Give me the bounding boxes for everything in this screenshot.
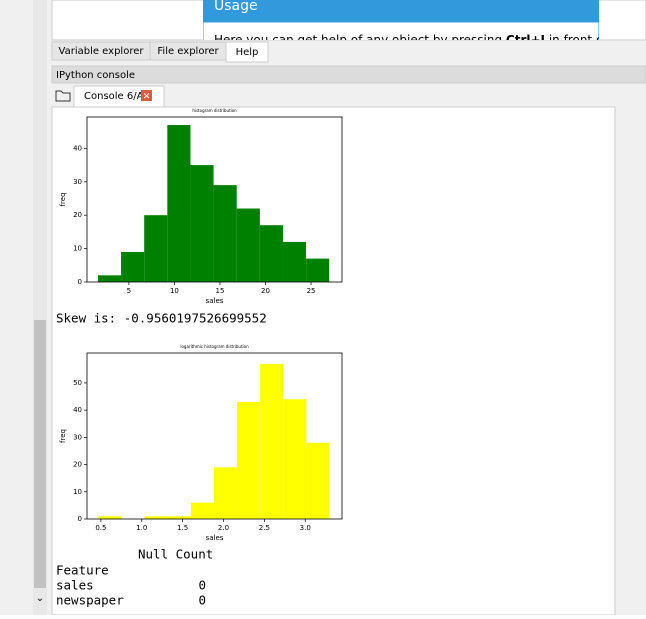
console-titlebar	[51, 65, 646, 84]
tab-label[interactable]: Help	[236, 47, 259, 58]
console-tabbar	[52, 85, 646, 107]
console-area	[51, 106, 616, 616]
bar	[282, 241, 307, 282]
table-cell: 0	[198, 593, 206, 608]
help-text: Here you can get help of any object by p…	[214, 33, 608, 47]
y-tick-label: 30	[73, 178, 82, 186]
bar	[236, 208, 260, 282]
x-tick-label: 2.0	[218, 524, 229, 532]
bar	[259, 225, 283, 282]
y-tick-label: 10	[73, 245, 82, 253]
y-axis-label: freq	[59, 429, 67, 443]
skew-output: Skew is: -0.9560197526699552	[56, 311, 267, 326]
y-tick-label: 20	[73, 211, 82, 219]
bar	[121, 251, 145, 282]
scrollbar-thumb[interactable]	[34, 320, 46, 588]
bar	[144, 516, 168, 519]
close-button[interactable]	[141, 90, 152, 101]
bar	[237, 401, 261, 519]
chart-title: histogram distribution	[192, 108, 237, 113]
x-tick-label: 20	[261, 287, 270, 295]
bar	[260, 363, 284, 519]
x-tick-label: 0.5	[95, 524, 106, 532]
y-tick-label: 40	[73, 144, 82, 152]
y-axis-label: freq	[59, 193, 67, 207]
help-title: Usage	[214, 0, 258, 14]
tab-active[interactable]	[225, 41, 269, 63]
folder-icon[interactable]	[55, 90, 71, 102]
x-tick-label: 2.5	[259, 524, 270, 532]
x-axis-label: sales	[206, 297, 224, 305]
tab-label[interactable]: Variable explorer	[59, 46, 145, 57]
bar	[306, 442, 330, 519]
y-tick-label: 0	[78, 515, 82, 523]
chart-title: logarithmic histogram distribution	[180, 344, 249, 349]
console-tab-label[interactable]: Console 6/A	[84, 91, 144, 102]
bar	[283, 399, 307, 519]
bar	[213, 185, 237, 282]
help-header	[203, 0, 599, 22]
x-tick-label: 25	[307, 287, 316, 295]
axes-frame	[86, 116, 343, 283]
table-index-name: Feature	[56, 563, 109, 578]
console-title: IPython console	[56, 70, 135, 81]
axes-frame	[86, 352, 343, 520]
x-tick-label: 15	[216, 287, 225, 295]
table-row-label: newspaper	[56, 593, 124, 608]
y-tick-label: 30	[73, 433, 82, 441]
table-title: Null Count	[138, 547, 213, 562]
y-tick-label: 50	[73, 379, 82, 387]
bar	[144, 215, 168, 282]
table-cell: 0	[198, 578, 206, 593]
x-tick-label: 1.0	[136, 524, 147, 532]
x-tick-label: 5	[127, 287, 131, 295]
bar	[306, 258, 330, 282]
bar	[98, 516, 122, 519]
bar	[167, 516, 191, 519]
y-tick-label: 10	[73, 488, 82, 496]
y-tick-label: 0	[78, 278, 82, 286]
x-tick-label: 1.5	[177, 524, 188, 532]
table-row-label: sales	[56, 578, 94, 593]
scroll-arrow[interactable]: ⌄	[36, 593, 44, 604]
close-icon[interactable]: ×	[143, 92, 151, 102]
x-tick-label: 3.0	[300, 524, 311, 532]
help-key: Ctrl+I	[506, 33, 545, 47]
x-axis-label: sales	[206, 534, 224, 542]
help-text-part: in front of	[545, 33, 608, 47]
bar	[190, 502, 214, 519]
help-text-part: Here you can get help of any object by p…	[214, 33, 506, 47]
bar	[190, 165, 214, 282]
help-body	[203, 21, 599, 40]
bar	[97, 275, 122, 282]
x-tick-label: 10	[170, 287, 179, 295]
bar	[213, 467, 238, 519]
y-tick-label: 40	[73, 406, 82, 414]
y-tick-label: 20	[73, 461, 82, 469]
tab-label[interactable]: File explorer	[157, 46, 219, 57]
bar	[167, 125, 191, 282]
